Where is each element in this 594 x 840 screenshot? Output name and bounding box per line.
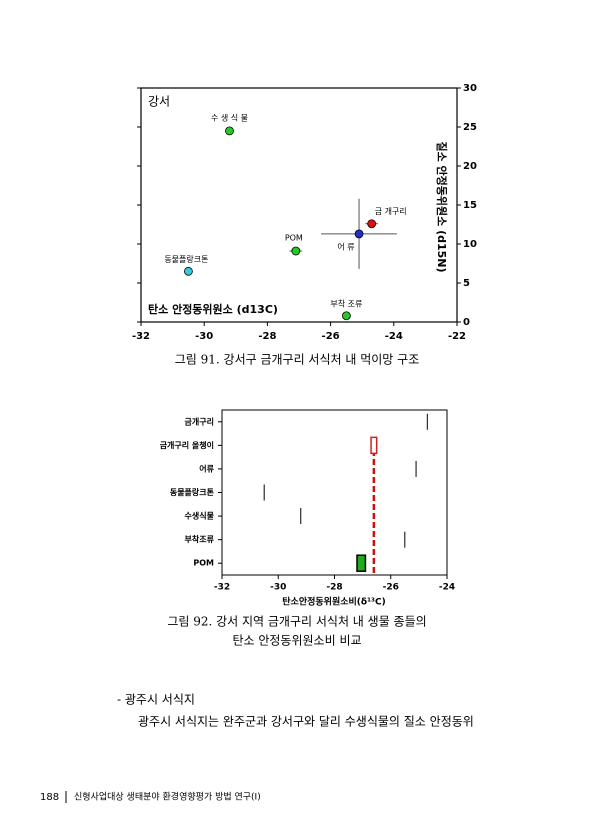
y-tick-label: 5 [463, 278, 470, 289]
x-tick-label: -28 [258, 331, 276, 342]
y-tick-label: 15 [463, 200, 477, 211]
paragraph: 광주시 서식지는 완주군과 강서구와 달리 수생식물의 질소 안정동위 [138, 715, 474, 729]
caption: 탄소 안정동위원소비 비교 [232, 634, 361, 648]
point-label: 동물플랑크톤 [164, 254, 208, 264]
point [291, 246, 301, 256]
category-label: 수생식물 [185, 511, 215, 521]
x-axis-label: 탄소안정동위원소비(δ¹³C) [282, 596, 385, 608]
x-tick-label: -30 [195, 331, 213, 342]
caption: 그림 91. 강서구 금개구리 서식처 내 먹이망 구조 [175, 353, 420, 367]
x-tick-label: -32 [132, 331, 150, 342]
y-tick-label: 20 [463, 161, 477, 172]
point [367, 219, 377, 229]
point [354, 229, 364, 239]
plot-frame [221, 409, 448, 576]
point-label: 어 류 [337, 241, 354, 251]
range-box [356, 554, 367, 572]
caption: 그림 92. 강서 지역 금개구리 서식처 내 생물 종들의 [167, 615, 426, 629]
x-tick-label: -24 [439, 583, 455, 593]
category-label: 금개구리 [185, 416, 214, 426]
x-tick-label: -32 [214, 583, 230, 593]
x-tick-label: -30 [270, 583, 286, 593]
point-label: POM [285, 234, 303, 243]
category-label: 금개구리 올챙이 [160, 440, 214, 450]
point [225, 126, 234, 136]
plot-frame [140, 87, 458, 323]
category-label: 어류 [199, 463, 214, 473]
x-tick-label: -24 [385, 331, 403, 342]
point [341, 311, 351, 321]
point-label: 금 개구리 [375, 206, 407, 216]
point-label: 부착 조류 [330, 299, 362, 308]
range-box [370, 436, 378, 455]
section-heading: - 광주시 서식지 [117, 693, 195, 707]
x-tick-label: -26 [322, 331, 340, 342]
category-label: 동물플랑크톤 [170, 487, 215, 497]
x-tick-label: -22 [448, 331, 466, 342]
point-label: 수 생 식 물 [211, 112, 248, 122]
chart-title: 강서 [148, 95, 170, 109]
y-tick-label: 10 [463, 239, 477, 250]
y-tick-label: 30 [463, 83, 477, 94]
x-axis-label: 탄소 안정동위원소 (d13C) [148, 302, 278, 316]
point [183, 266, 193, 276]
y-tick-label: 25 [463, 122, 477, 133]
page-number: 188 [40, 792, 59, 803]
x-tick-label: -26 [383, 583, 399, 593]
y-tick-label: 0 [463, 317, 470, 328]
x-tick-label: -28 [326, 583, 342, 593]
category-label: 부착조류 [185, 534, 215, 544]
footer-title: 신형사업대상 생태분야 환경영향평가 방법 연구(Ⅰ) [74, 791, 261, 803]
category-label: POM [193, 559, 214, 568]
y-axis-label: 질소 안정동위원소 (d15N) [435, 141, 449, 272]
